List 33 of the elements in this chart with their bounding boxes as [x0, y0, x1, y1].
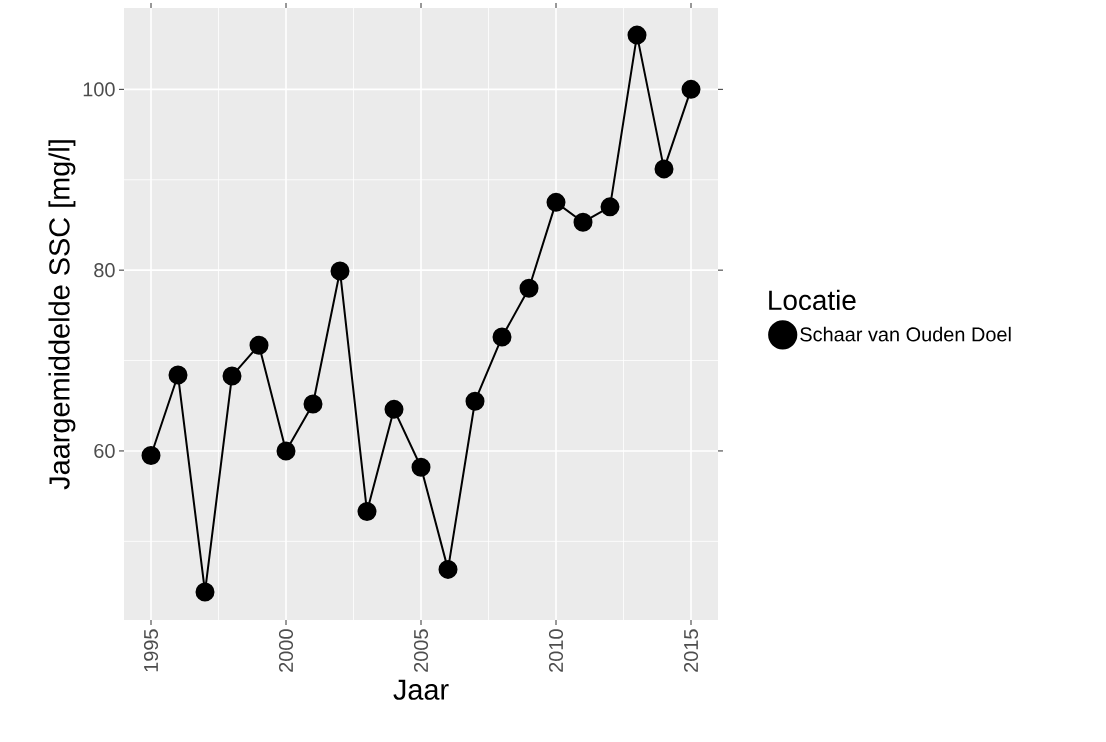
x-axis-title: Jaar: [393, 679, 449, 700]
y-tick-label: 100: [83, 82, 115, 97]
point: [195, 582, 215, 602]
x-tick-label: 2000: [278, 629, 294, 672]
point: [465, 391, 485, 411]
point: [222, 366, 242, 386]
legend-title: Locatie: [769, 289, 856, 311]
point: [411, 457, 431, 477]
point: [384, 399, 404, 419]
point: [357, 502, 377, 522]
x-tick-label: 2015: [683, 629, 699, 672]
y-axis-title: Jaargemiddelde SSC [mg/l]: [48, 140, 76, 490]
point: [303, 394, 323, 414]
point: [438, 559, 458, 579]
point: [519, 278, 539, 298]
x-tick-label: 2005: [413, 629, 429, 672]
y-tick-label: 80: [94, 263, 115, 278]
point: [492, 327, 512, 347]
point: [330, 261, 350, 281]
point: [546, 192, 566, 212]
legend-label: Schaar van Ouden Doel: [800, 326, 1011, 342]
point: [168, 365, 188, 385]
point: [573, 212, 593, 232]
point: [276, 441, 296, 461]
point: [141, 445, 161, 465]
x-tick-label: 2010: [548, 629, 564, 672]
point: [249, 335, 269, 355]
x-tick-label: 1995: [143, 629, 159, 672]
point: [654, 159, 674, 179]
point: [681, 79, 701, 99]
point: [627, 25, 647, 45]
y-tick-label: 60: [94, 443, 115, 458]
point: [600, 197, 620, 217]
